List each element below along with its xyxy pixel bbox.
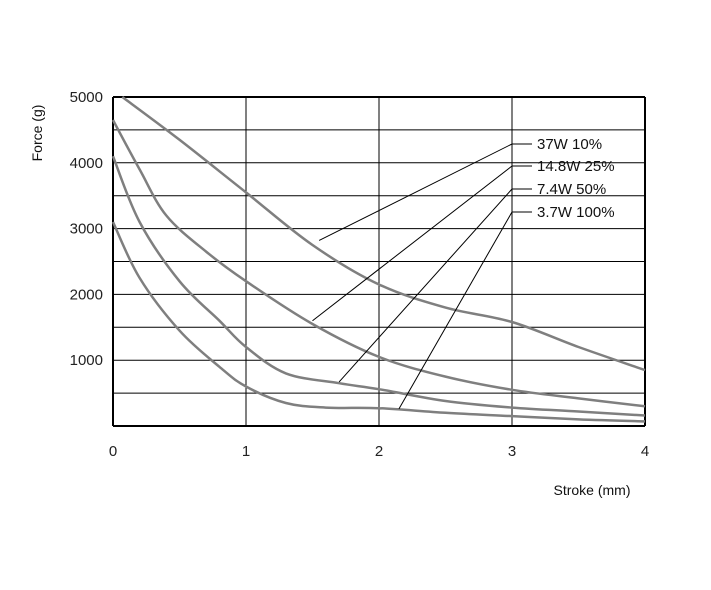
series-line-2 <box>111 119 646 408</box>
legend-leaders <box>312 143 532 410</box>
legend-label: 3.7W 100% <box>537 204 615 221</box>
y-tick-label: 1000 <box>70 352 103 369</box>
x-tick-label: 1 <box>242 443 250 460</box>
series-line-1 <box>121 95 646 372</box>
legend-label: 37W 10% <box>537 136 602 153</box>
y-tick-labels: 1000 2000 3000 4000 5000 <box>70 89 103 369</box>
x-tick-label: 4 <box>641 443 649 460</box>
y-tick-label: 5000 <box>70 89 103 106</box>
legend-leader-line <box>338 188 513 383</box>
y-axis-title: Force (g) <box>29 105 45 162</box>
legend-label: 7.4W 50% <box>537 181 606 198</box>
x-tick-label: 2 <box>375 443 383 460</box>
curves <box>111 95 646 423</box>
y-tick-label: 2000 <box>70 286 103 303</box>
grid <box>112 96 646 427</box>
x-tick-label: 3 <box>508 443 516 460</box>
y-tick-label: 4000 <box>70 155 103 172</box>
series-line-3 <box>111 155 646 417</box>
series-line-4 <box>111 221 646 423</box>
legend-leader-line <box>318 143 513 241</box>
x-tick-label: 0 <box>109 443 117 460</box>
x-axis-title: Stroke (mm) <box>554 482 631 498</box>
y-tick-label: 3000 <box>70 221 103 238</box>
x-tick-labels: 0 1 2 3 4 <box>109 443 649 460</box>
legend-label: 14.8W 25% <box>537 158 615 175</box>
legend-leader-line <box>312 165 513 322</box>
legend-leader-line <box>398 211 513 410</box>
legend: 37W 10% 14.8W 25% 7.4W 50% 3.7W 100% <box>537 136 615 221</box>
